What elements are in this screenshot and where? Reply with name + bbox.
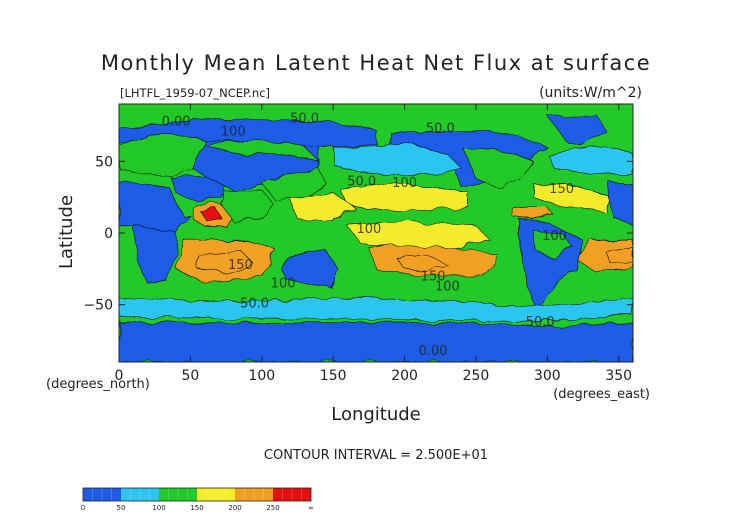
- region-north-africa-west: [608, 182, 633, 227]
- region-south-indian-core: [197, 249, 255, 274]
- y-tick-label: 50: [95, 154, 113, 170]
- colorbar-label: ∞: [308, 504, 314, 512]
- x-tick-label: 150: [320, 368, 347, 384]
- colorbar-label: 50: [117, 504, 126, 512]
- contour-label: 150: [549, 182, 574, 197]
- x-tick-label: 100: [248, 368, 275, 384]
- y-tick-label: −50: [83, 298, 113, 314]
- region-west-pacific-warm: [289, 192, 355, 222]
- y-axis-label: Latitude: [56, 195, 77, 269]
- region-siberia-green: [204, 139, 320, 162]
- colorbar-swatch: [197, 488, 235, 501]
- region-north-pacific-cold: [332, 143, 463, 176]
- region-europe-green: [119, 132, 205, 176]
- chart-subtitle-file: [LHTFL_1959-07_NCEP.nc]: [120, 86, 270, 100]
- colorbar-swatch: [235, 488, 273, 501]
- region-arabian-sea-core: [200, 206, 223, 222]
- contour-label: 0.00: [419, 344, 448, 359]
- chart-title: Monthly Mean Latent Heat Net Flux at sur…: [101, 51, 651, 75]
- flux-regions: [119, 115, 633, 362]
- colorbar-swatch: [159, 488, 197, 501]
- x-axis-ticks: 0 50 100 150 200 250 300 350: [115, 104, 632, 384]
- colorbar-label: 0: [81, 504, 85, 512]
- contour-label: 100: [271, 277, 296, 292]
- colorbar-label: 100: [152, 504, 165, 512]
- x-unit-label: (degrees_east): [553, 387, 650, 402]
- contour-label: 150: [421, 269, 446, 284]
- region-india-se-asia-green: [221, 189, 274, 222]
- x-tick-label: 250: [463, 368, 490, 384]
- contour-label: 50.0: [526, 315, 555, 330]
- contour-label: 50.0: [347, 175, 376, 190]
- colorbar-swatch: [121, 488, 159, 501]
- colorbar-swatch: [83, 488, 121, 501]
- contour-label: 50.0: [426, 122, 455, 137]
- region-south-pacific-core: [397, 254, 448, 273]
- x-tick-label: 350: [605, 368, 632, 384]
- colorbar-label: 250: [266, 504, 279, 512]
- region-south-atlantic-core: [604, 247, 633, 265]
- contour-label: 50.0: [240, 297, 269, 312]
- contour-label: 100: [542, 229, 567, 244]
- contour-label: 100: [435, 279, 460, 294]
- colorbar-label: 200: [228, 504, 241, 512]
- contour-label: 0.00: [162, 115, 191, 130]
- colorbar-label: 150: [190, 504, 203, 512]
- region-antarctic-band: [119, 321, 633, 362]
- contour-label: 100: [356, 222, 381, 237]
- region-australia-land: [279, 249, 338, 288]
- contour-label: 50.0: [290, 112, 319, 127]
- x-tick-label: 50: [181, 368, 199, 384]
- contour-label: 100: [392, 176, 417, 191]
- contour-label: 100: [221, 125, 246, 140]
- contour-interval-text: CONTOUR INTERVAL = 2.500E+01: [264, 448, 488, 463]
- region-africa-land-south: [133, 225, 177, 284]
- colorbar: 0 50 100 150 200 250 ∞: [81, 487, 314, 512]
- region-caribbean-high: [511, 206, 555, 219]
- colorbar-frame: [82, 487, 312, 502]
- region-north-atlantic-cyan: [546, 146, 633, 176]
- region-north-atlantic-subtropic: [532, 182, 612, 212]
- region-east-asia-green: [261, 168, 327, 202]
- contour-label: 150: [228, 258, 253, 273]
- region-tropical-central-pacific: [347, 221, 491, 251]
- y-unit-label: (degrees_north): [46, 377, 150, 392]
- region-amazon-green: [532, 229, 574, 260]
- region-africa-land-north: [119, 182, 191, 234]
- x-tick-label: 200: [391, 368, 418, 384]
- chart-subtitle-units: (units:W/m^2): [539, 85, 642, 101]
- colorbar-swatch: [273, 488, 311, 501]
- y-tick-label: 0: [104, 226, 113, 242]
- x-axis-label: Longitude: [331, 404, 421, 425]
- x-tick-label: 0: [115, 368, 124, 384]
- y-axis-ticks: 50 0 −50: [83, 154, 633, 314]
- region-southern-ocean-cyan: [119, 297, 633, 323]
- region-greenland: [546, 115, 605, 148]
- region-north-america-green: [461, 146, 534, 188]
- x-tick-label: 300: [534, 368, 561, 384]
